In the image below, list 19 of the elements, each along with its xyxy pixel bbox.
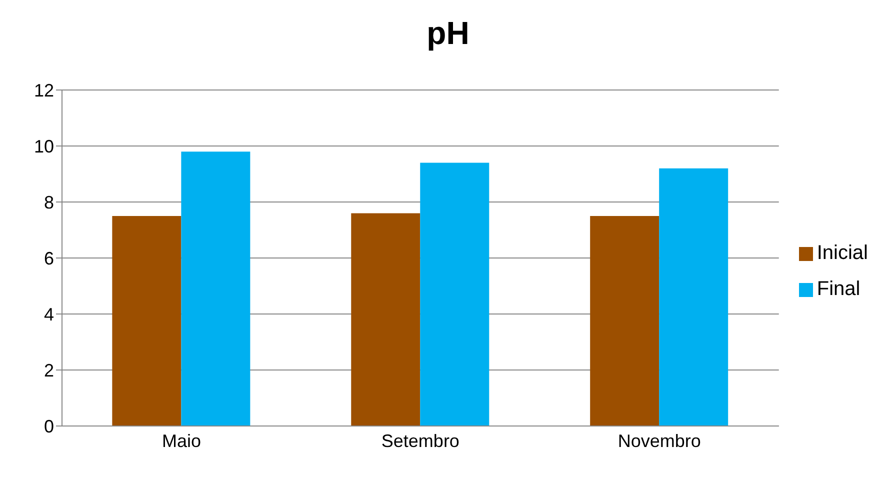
y-tick-label: 8 bbox=[44, 192, 54, 212]
chart-title: pH bbox=[426, 14, 470, 53]
x-tick-label: Maio bbox=[162, 430, 201, 451]
bar bbox=[351, 213, 420, 426]
y-tick-label: 10 bbox=[34, 136, 54, 156]
y-tick-label: 4 bbox=[44, 304, 54, 324]
y-tick-label: 12 bbox=[34, 80, 54, 100]
x-tick-label: Novembro bbox=[618, 430, 701, 451]
bar bbox=[112, 216, 182, 426]
y-tick-label: 0 bbox=[44, 416, 54, 436]
bar bbox=[659, 168, 728, 426]
legend-label: Inicial bbox=[816, 242, 868, 264]
bar bbox=[181, 152, 250, 426]
legend-label: Final bbox=[816, 278, 860, 300]
bar bbox=[590, 216, 660, 426]
bar bbox=[420, 162, 490, 426]
x-tick-label: Setembro bbox=[381, 430, 460, 451]
y-tick-label: 2 bbox=[44, 360, 54, 380]
y-tick-label: 6 bbox=[44, 248, 54, 268]
